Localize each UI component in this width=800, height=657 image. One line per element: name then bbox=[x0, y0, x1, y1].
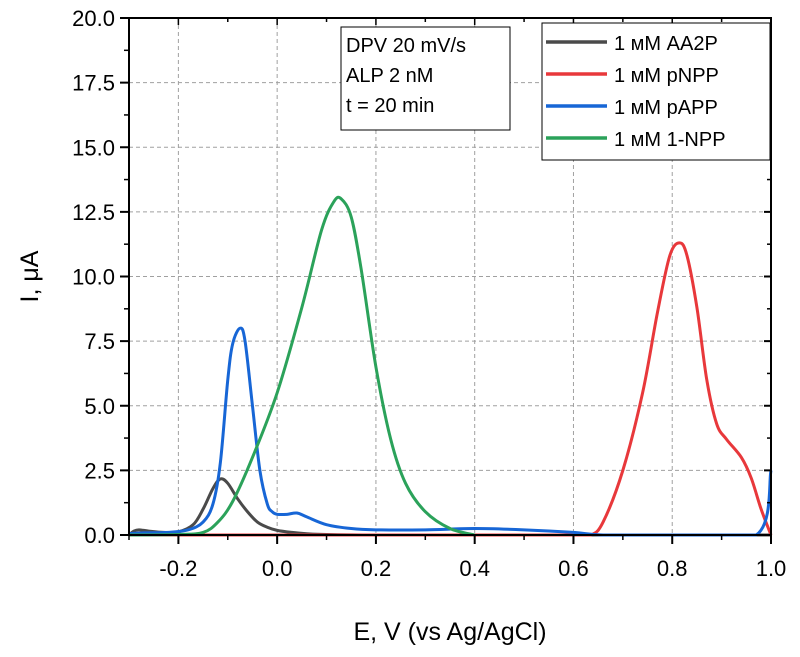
x-tick-label: 0.6 bbox=[558, 556, 589, 581]
y-tick-label: 12.5 bbox=[72, 200, 115, 225]
y-tick-label: 2.5 bbox=[84, 458, 115, 483]
x-tick-label: 0.2 bbox=[361, 556, 392, 581]
legend-item: 1 мМ pNPP bbox=[546, 65, 719, 87]
series-line-pnpp bbox=[129, 241, 773, 537]
x-tick-label: 0.8 bbox=[657, 556, 688, 581]
annotation-box: DPV 20 mV/s ALP 2 nM t = 20 min bbox=[340, 26, 511, 131]
series-line-1-npp bbox=[128, 195, 476, 537]
y-tick-label: 20.0 bbox=[72, 6, 115, 31]
legend-label: 1 мМ pAPP bbox=[614, 97, 718, 119]
legend-item: 1 мМ AA2P bbox=[546, 33, 718, 55]
annotation-frame bbox=[340, 26, 511, 131]
series-group bbox=[128, 195, 773, 537]
x-tick-label: 0.0 bbox=[262, 556, 293, 581]
y-tick-label: 0.0 bbox=[84, 523, 115, 548]
legend-item: 1 мМ 1-NPP bbox=[546, 129, 726, 151]
y-tick-label: 15.0 bbox=[72, 135, 115, 160]
x-axis-title: E, V (vs Ag/AgCl) bbox=[353, 618, 546, 646]
x-tick-label: -0.2 bbox=[159, 556, 197, 581]
x-tick-label: 1.0 bbox=[756, 556, 787, 581]
legend-item: 1 мМ pAPP bbox=[546, 97, 718, 119]
y-tick-label: 5.0 bbox=[84, 394, 115, 419]
y-tick-label: 7.5 bbox=[84, 329, 115, 354]
y-tick-label: 10.0 bbox=[72, 265, 115, 290]
legend-label: 1 мМ pNPP bbox=[614, 65, 719, 87]
y-axis-title: I, μA bbox=[16, 250, 44, 302]
series-line-aa2p bbox=[128, 477, 771, 537]
legend-label: 1 мМ AA2P bbox=[614, 33, 718, 55]
tick-labels: -0.2 0.0 0.2 0.4 0.6 0.8 1.0 0.0 2.5 5.0 7.5 10.0 12… bbox=[72, 6, 786, 581]
x-tick-label: 0.4 bbox=[459, 556, 490, 581]
series-line-papp bbox=[128, 326, 773, 537]
y-tick-label: 17.5 bbox=[72, 71, 115, 96]
legend-label: 1 мМ 1-NPP bbox=[614, 129, 726, 151]
annotation-line-1: DPV 20 mV/s bbox=[346, 35, 466, 57]
annotation-line-3: t = 20 min bbox=[346, 95, 434, 117]
annotation-line-2: ALP 2 nM bbox=[346, 65, 433, 87]
legend: 1 мМ AA2P 1 мМ pNPP 1 мМ pAPP 1 мМ 1-NPP bbox=[541, 22, 771, 161]
